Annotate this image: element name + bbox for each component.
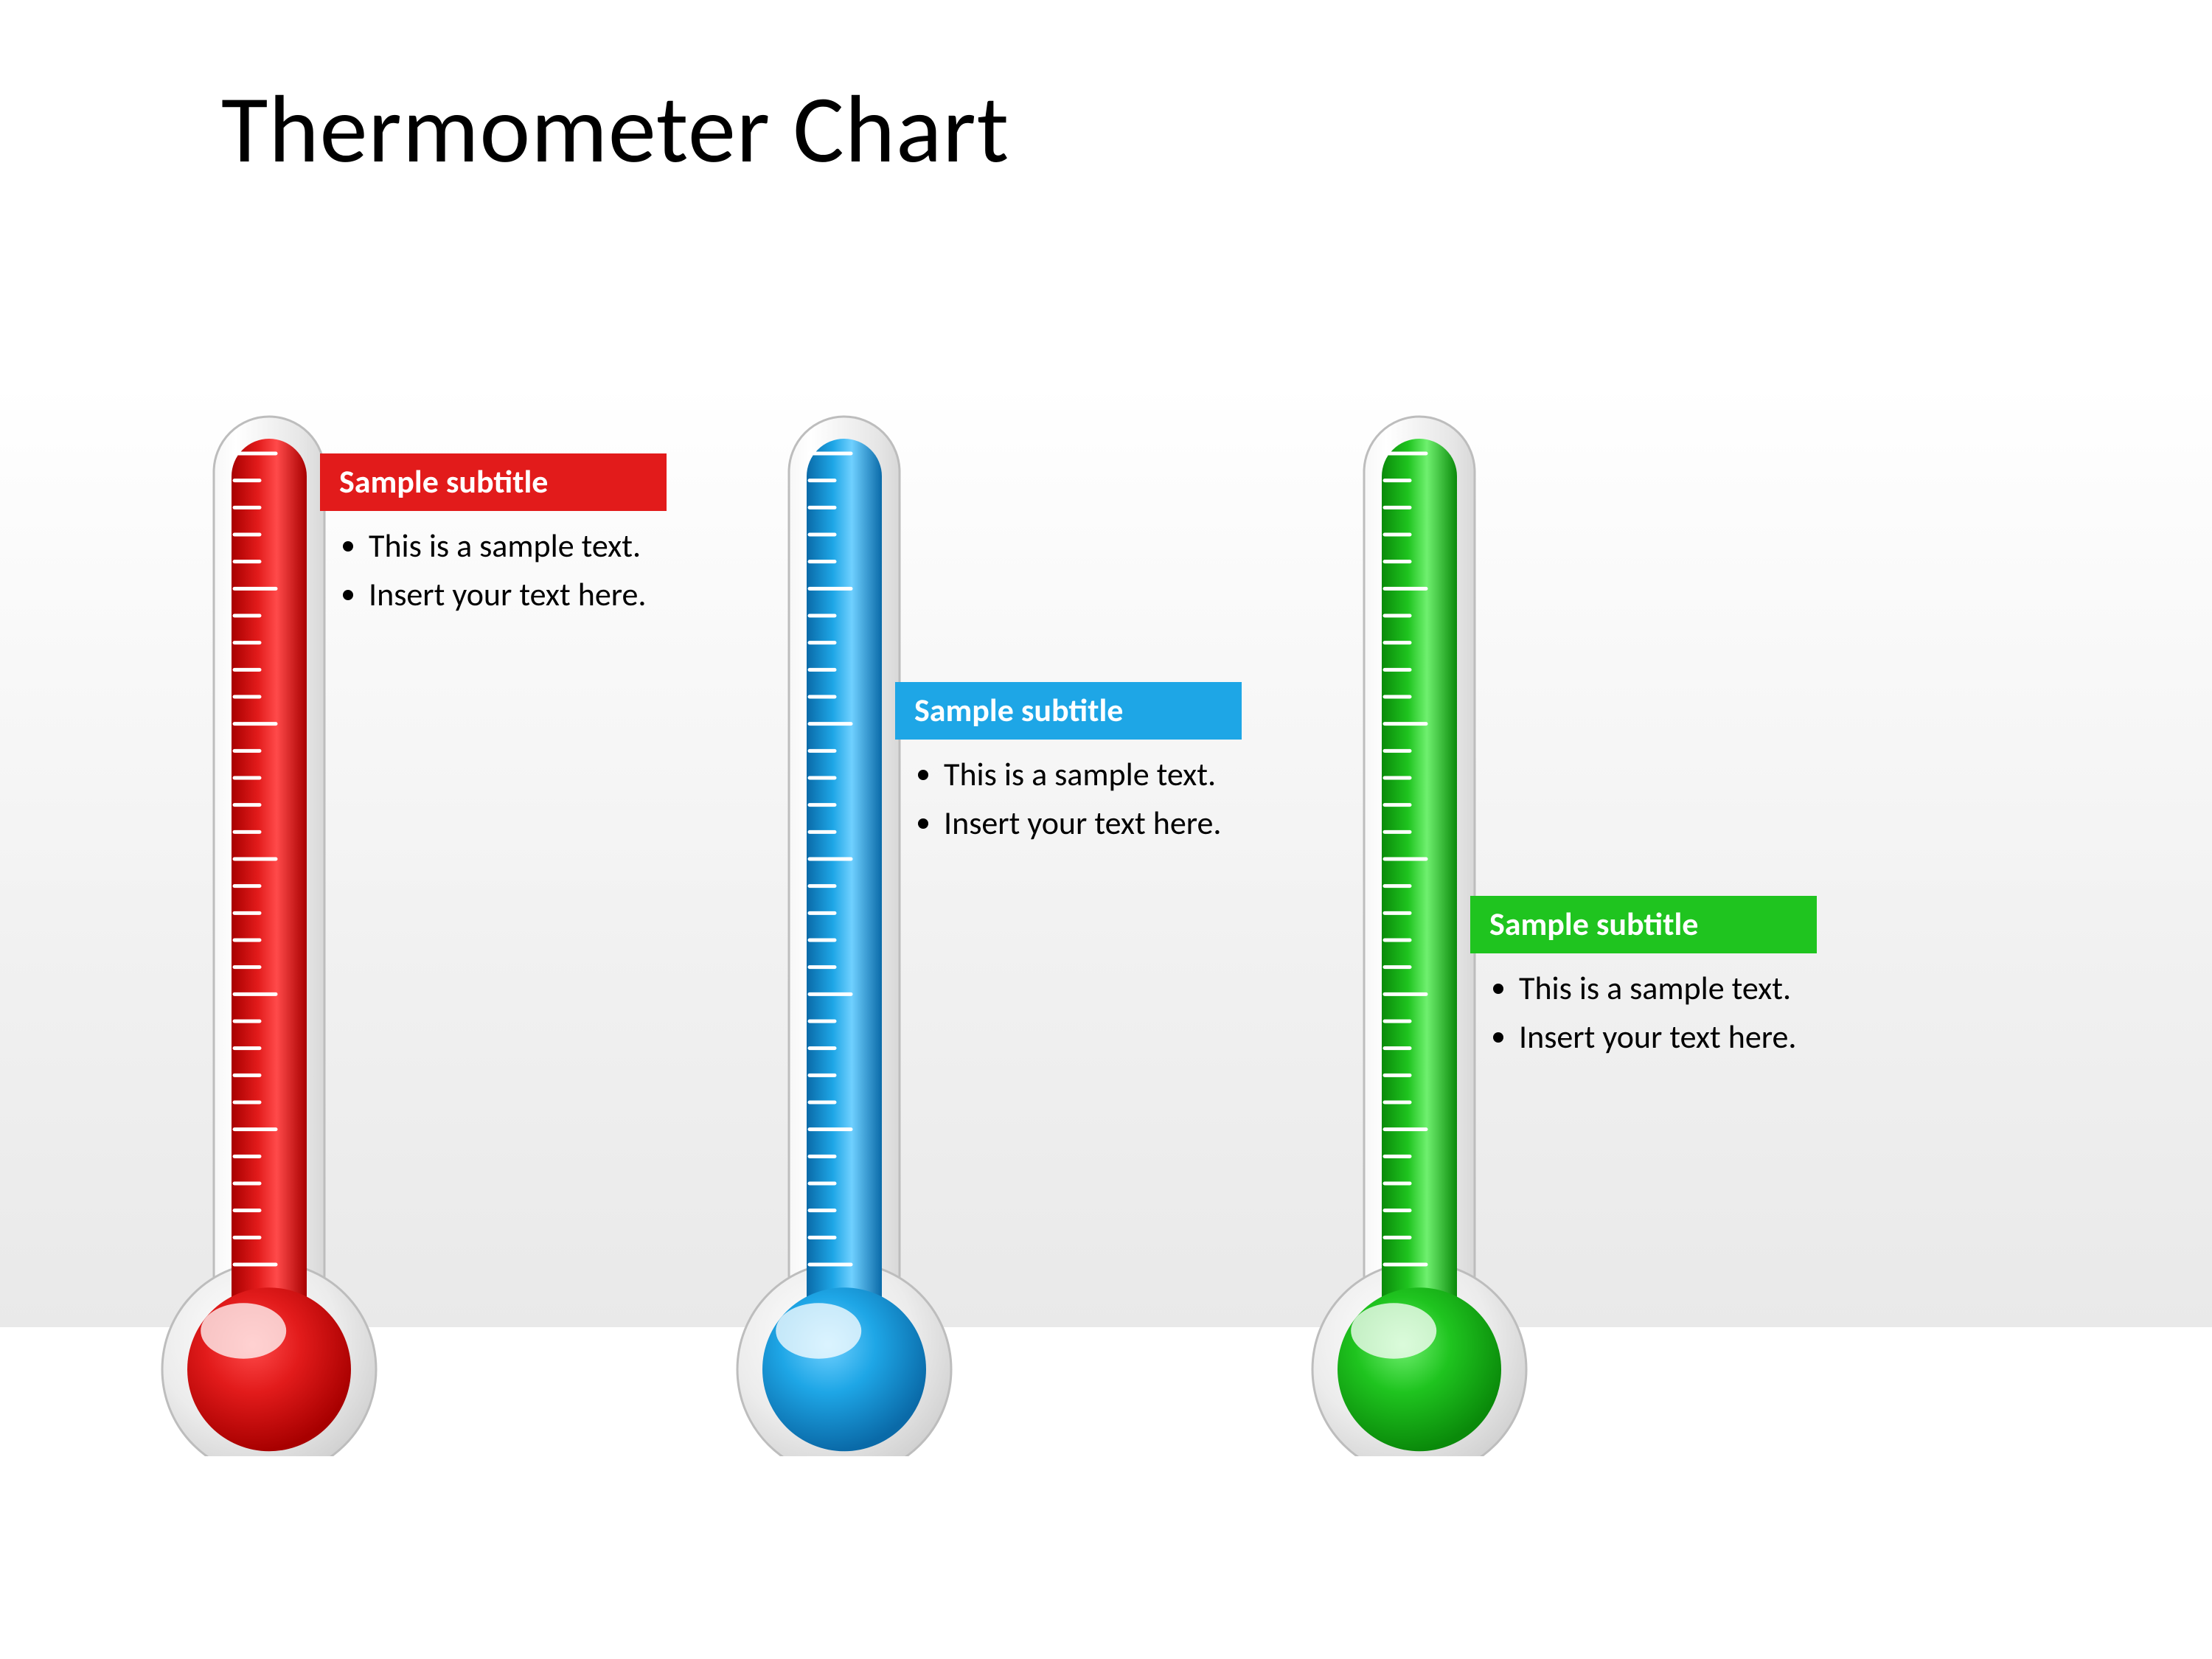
- callout-subtitle: Sample subtitle: [895, 682, 1242, 740]
- callout-subtitle: Sample subtitle: [320, 453, 667, 511]
- callout-body: This is a sample text. Insert your text …: [895, 740, 1242, 857]
- callout-bullet: Insert your text here.: [1519, 1015, 1809, 1059]
- callout: Sample subtitle This is a sample text. I…: [895, 682, 1242, 857]
- callout-bullet: This is a sample text.: [1519, 967, 1809, 1010]
- callout-bullet: This is a sample text.: [369, 524, 659, 568]
- callout-body: This is a sample text. Insert your text …: [320, 511, 667, 628]
- callout-body: This is a sample text. Insert your text …: [1470, 953, 1817, 1071]
- page-title: Thermometer Chart: [221, 70, 1009, 187]
- callout-bullet: This is a sample text.: [944, 753, 1234, 796]
- callout-bullet: Insert your text here.: [944, 801, 1234, 845]
- callout: Sample subtitle This is a sample text. I…: [320, 453, 667, 628]
- callout-subtitle: Sample subtitle: [1470, 896, 1817, 953]
- callout: Sample subtitle This is a sample text. I…: [1470, 896, 1817, 1071]
- chart-stage: Sample subtitle This is a sample text. I…: [0, 0, 2212, 1659]
- thermometer-icon: [730, 409, 959, 1456]
- callout-bullet: Insert your text here.: [369, 573, 659, 616]
